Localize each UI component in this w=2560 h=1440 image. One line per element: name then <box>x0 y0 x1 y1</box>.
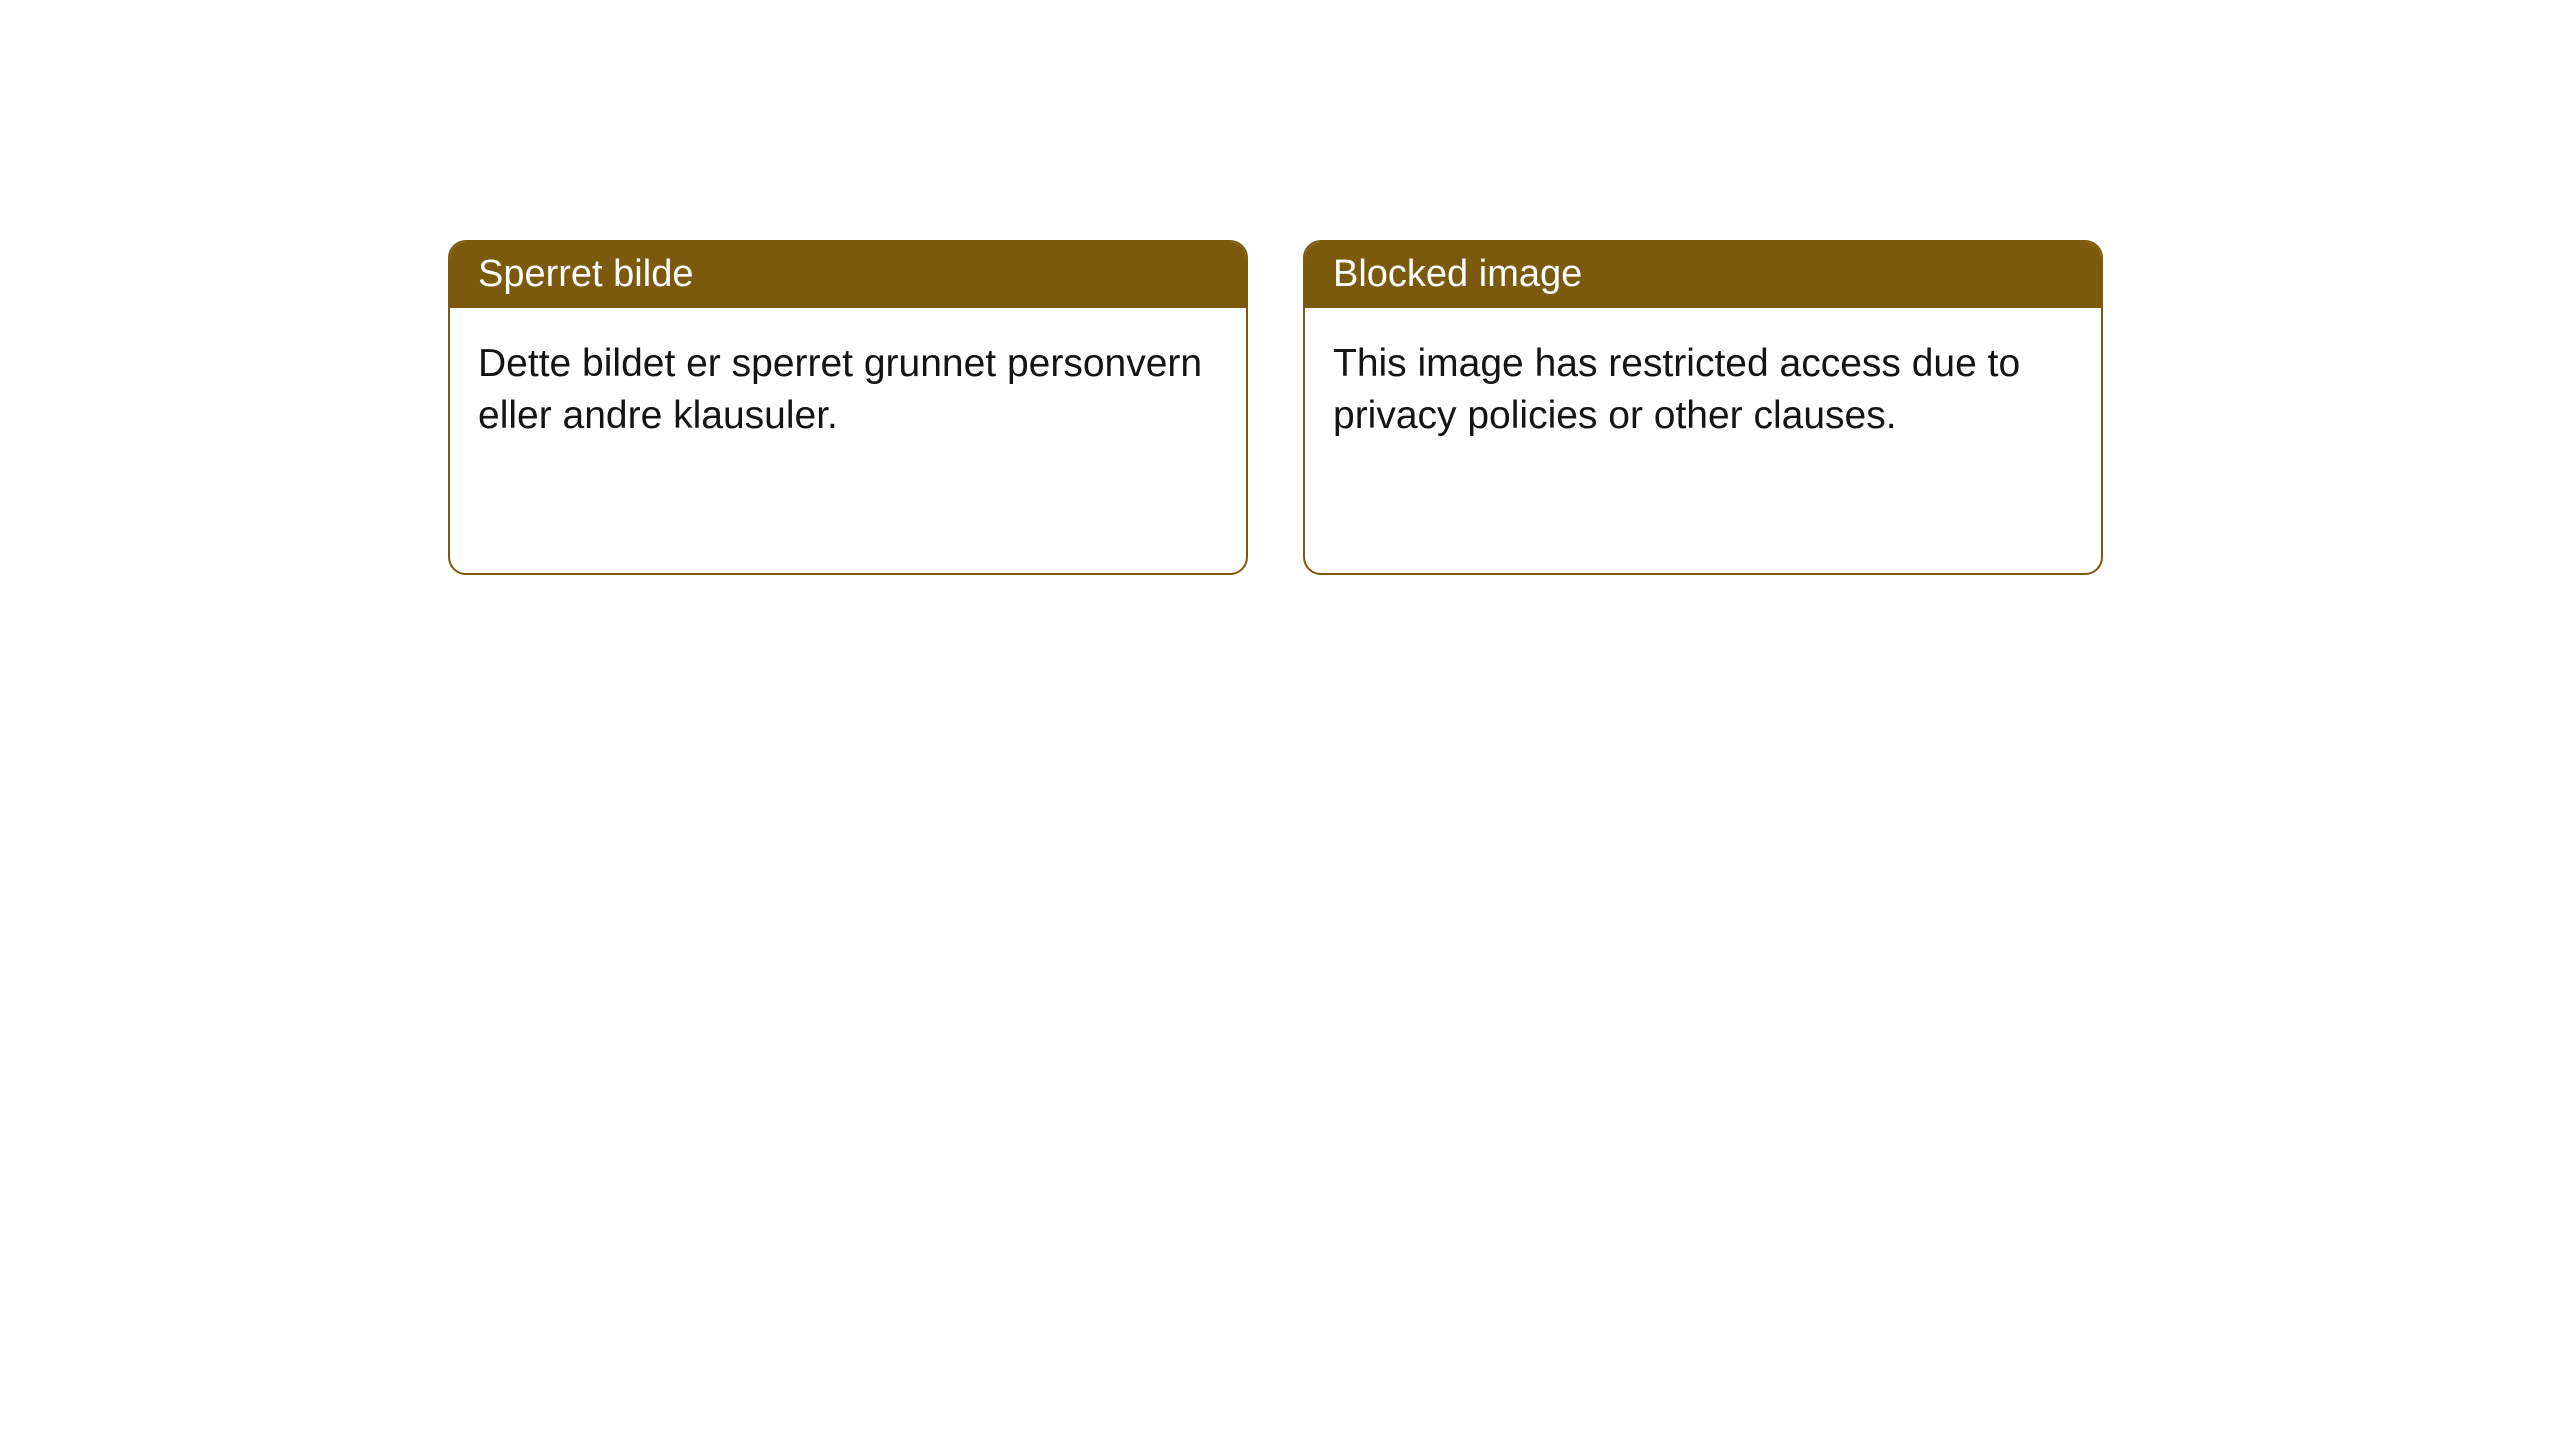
card-title: Sperret bilde <box>478 253 693 295</box>
notice-container: Sperret bilde Dette bildet er sperret gr… <box>448 240 2103 575</box>
card-body: Dette bildet er sperret grunnet personve… <box>450 308 1246 473</box>
card-body-text: Dette bildet er sperret grunnet personve… <box>478 342 1202 438</box>
card-title: Blocked image <box>1333 253 1582 295</box>
blocked-image-card-no: Sperret bilde Dette bildet er sperret gr… <box>448 240 1248 575</box>
card-body-text: This image has restricted access due to … <box>1333 342 2020 438</box>
card-header: Sperret bilde <box>450 242 1246 308</box>
blocked-image-card-en: Blocked image This image has restricted … <box>1303 240 2103 575</box>
card-header: Blocked image <box>1305 242 2101 308</box>
card-body: This image has restricted access due to … <box>1305 308 2101 473</box>
